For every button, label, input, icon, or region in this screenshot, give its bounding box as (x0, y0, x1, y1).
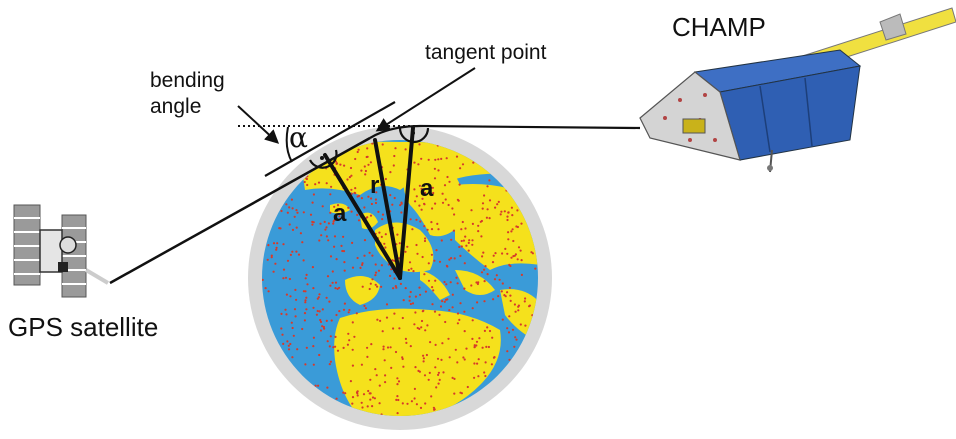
right-angle-right (398, 127, 430, 144)
bending-angle-label-line1: bending (150, 69, 225, 92)
tangent-point-arrow (375, 67, 476, 132)
tangent-point-label: tangent point (425, 41, 547, 64)
radius-a-right (398, 126, 415, 280)
radius-label-a-right: a (420, 175, 434, 202)
champ-satellite-icon (639, 7, 956, 173)
bending-angle-arrow (237, 105, 280, 144)
bending-angle-label-line2: angle (150, 95, 202, 118)
right-angle-left (309, 149, 338, 169)
alpha-arc (285, 126, 293, 163)
asymptote-line (264, 101, 396, 177)
radius-label-r: r (370, 172, 380, 199)
ray-to-gps (109, 136, 371, 285)
alpha-symbol: α (289, 121, 308, 154)
observation-dots (262, 142, 537, 416)
signal-ray (369, 124, 641, 139)
radius-r (373, 138, 402, 280)
gps-satellite-icon (13, 204, 110, 298)
radius-a-left (323, 153, 402, 280)
earth-globe-icon (248, 126, 552, 430)
radius-lines (323, 126, 415, 280)
gps-satellite-label: GPS satellite (8, 312, 159, 342)
champ-label: CHAMP (672, 12, 766, 42)
radius-label-a-left: a (333, 200, 347, 227)
